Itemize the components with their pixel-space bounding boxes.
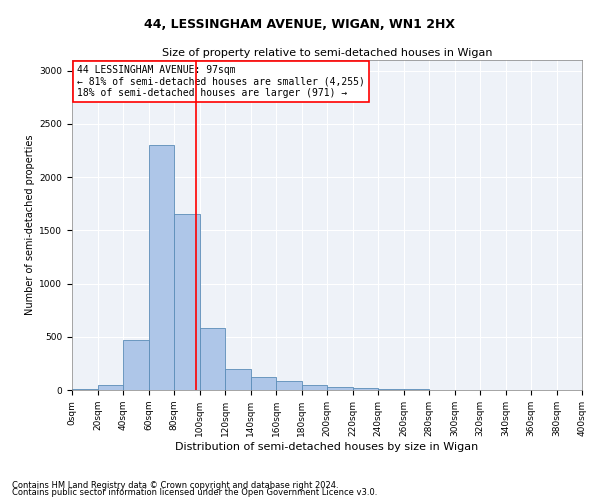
Title: Size of property relative to semi-detached houses in Wigan: Size of property relative to semi-detach… <box>162 48 492 58</box>
X-axis label: Distribution of semi-detached houses by size in Wigan: Distribution of semi-detached houses by … <box>175 442 479 452</box>
Bar <box>251 377 276 390</box>
Bar <box>276 382 302 390</box>
Bar <box>149 145 174 390</box>
Bar <box>353 388 378 390</box>
Bar <box>302 384 327 390</box>
Bar <box>378 389 404 390</box>
Bar <box>123 340 149 390</box>
Bar <box>199 328 225 390</box>
Text: Contains HM Land Registry data © Crown copyright and database right 2024.: Contains HM Land Registry data © Crown c… <box>12 480 338 490</box>
Y-axis label: Number of semi-detached properties: Number of semi-detached properties <box>25 134 35 316</box>
Bar <box>327 387 353 390</box>
Bar <box>225 368 251 390</box>
Text: 44 LESSINGHAM AVENUE: 97sqm
← 81% of semi-detached houses are smaller (4,255)
18: 44 LESSINGHAM AVENUE: 97sqm ← 81% of sem… <box>77 65 365 98</box>
Text: 44, LESSINGHAM AVENUE, WIGAN, WN1 2HX: 44, LESSINGHAM AVENUE, WIGAN, WN1 2HX <box>145 18 455 30</box>
Bar <box>174 214 199 390</box>
Text: Contains public sector information licensed under the Open Government Licence v3: Contains public sector information licen… <box>12 488 377 497</box>
Bar <box>97 384 123 390</box>
